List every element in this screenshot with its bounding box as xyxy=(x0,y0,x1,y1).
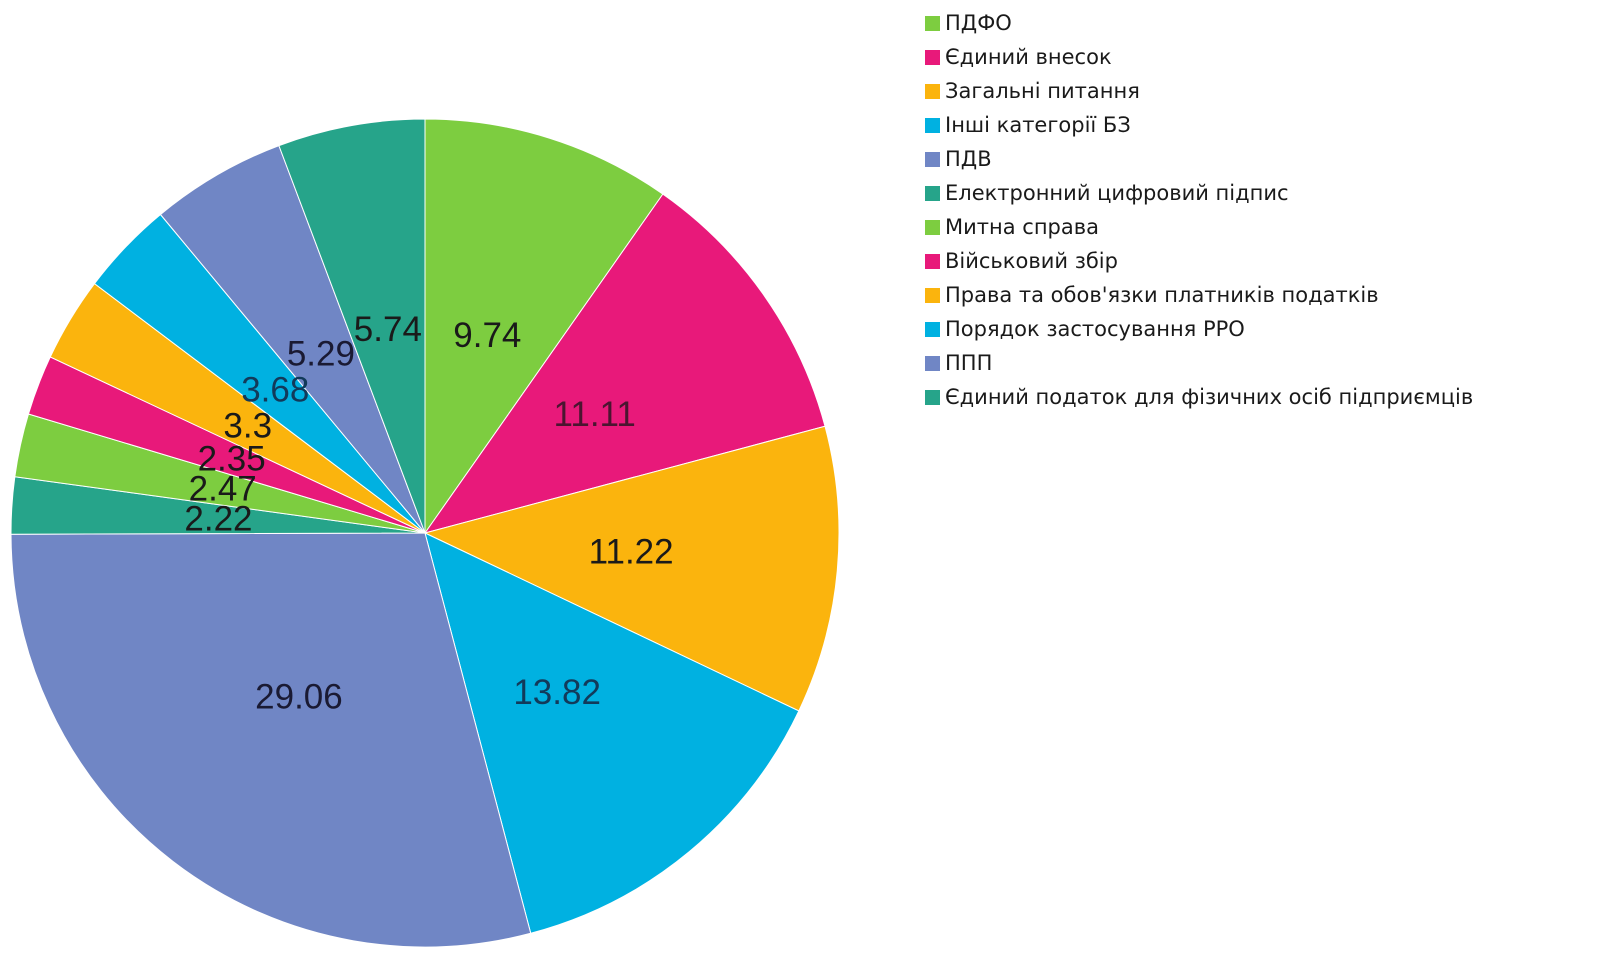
slice-value-label: 5.29 xyxy=(287,335,355,374)
legend-item: Електронний цифровий підпис xyxy=(925,176,1473,210)
legend-item: Інші категорії БЗ xyxy=(925,108,1473,142)
legend-item: Права та обов'язки платників податків xyxy=(925,278,1473,312)
slice-value-label: 11.11 xyxy=(553,395,635,434)
legend-swatch xyxy=(925,151,940,167)
legend-swatch xyxy=(925,219,940,235)
chart-legend: ПДФО Єдиний внесок Загальні питання Інші ка… xyxy=(925,6,1473,414)
slice-value-label: 11.22 xyxy=(589,532,674,571)
pie-slice-3 xyxy=(423,425,840,712)
legend-item: Військовий збір xyxy=(925,244,1473,278)
legend-item: Єдиний податок для фізичних осіб підприє… xyxy=(925,380,1473,414)
legend-item: ПДВ xyxy=(925,142,1473,176)
legend-label: Єдиний внесок xyxy=(945,45,1112,69)
legend-label: Інші категорії БЗ xyxy=(945,113,1131,137)
legend-swatch xyxy=(925,49,940,65)
legend-label: ПДВ xyxy=(945,147,992,171)
legend-swatch xyxy=(925,321,940,337)
pie-slice-4 xyxy=(424,532,800,934)
legend-swatch xyxy=(925,287,940,303)
pie-slice-2 xyxy=(423,193,826,534)
legend-label: Єдиний податок для фізичних осіб підприє… xyxy=(945,385,1474,409)
slice-value-label: 2.35 xyxy=(198,440,266,479)
legend-swatch xyxy=(925,253,940,269)
legend-label: Електронний цифровий підпис xyxy=(945,181,1289,205)
legend-swatch xyxy=(925,15,940,31)
legend-item: Митна справа xyxy=(925,210,1473,244)
legend-item: Загальні питання xyxy=(925,74,1473,108)
legend-swatch xyxy=(925,185,940,201)
legend-label: Загальні питання xyxy=(945,79,1140,103)
legend-label: ППП xyxy=(945,351,993,375)
pie-chart: 9.74 11.11 11.22 13.82 29.06 2.222.472.353.33… xyxy=(10,118,840,948)
legend-swatch xyxy=(925,389,940,405)
pie-slice-1 xyxy=(424,118,664,535)
slice-value-label: 13.82 xyxy=(513,673,601,712)
legend-label: Військовий збір xyxy=(945,249,1118,273)
slice-value-label: 2.47 xyxy=(189,470,257,509)
legend-label: Порядок застосування РРО xyxy=(945,317,1245,341)
slice-value-label: 3.3 xyxy=(223,407,272,446)
slice-value-label: 9.74 xyxy=(453,316,521,355)
slice-value-label: 3.68 xyxy=(241,371,309,410)
legend-item: ПДФО xyxy=(925,6,1473,40)
pie-slice-12 xyxy=(278,118,426,534)
pie-slice-11 xyxy=(159,144,426,534)
legend-item: ППП xyxy=(925,346,1473,380)
legend-swatch xyxy=(925,83,940,99)
legend-item: Порядок застосування РРО xyxy=(925,312,1473,346)
slice-value-label: 2.22 xyxy=(184,500,252,539)
legend-swatch xyxy=(925,355,940,371)
legend-label: Права та обов'язки платників податків xyxy=(945,283,1379,307)
pie-slice-5 xyxy=(10,532,532,948)
slice-value-label: 5.74 xyxy=(354,310,422,349)
slice-value-label: 29.06 xyxy=(255,678,343,717)
legend-swatch xyxy=(925,117,940,133)
legend-label: Митна справа xyxy=(945,215,1099,239)
legend-item: Єдиний внесок xyxy=(925,40,1473,74)
legend-label: ПДФО xyxy=(945,11,1012,35)
